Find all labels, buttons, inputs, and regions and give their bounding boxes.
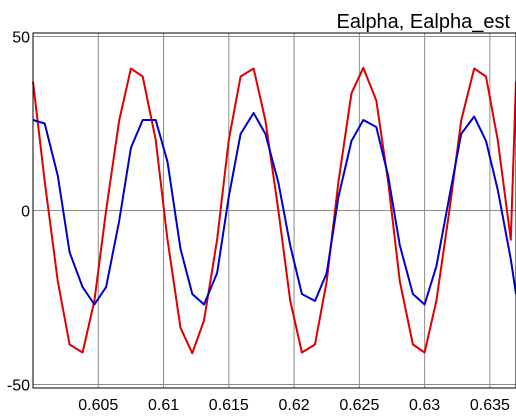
- series-layer: [32, 66, 516, 355]
- y-tick-label: 50: [12, 29, 30, 46]
- y-tick-label: -50: [7, 378, 30, 395]
- chart-title: Ealpha, Ealpha_est: [337, 11, 511, 33]
- x-tick-label: 0.615: [209, 397, 249, 414]
- x-tick-label: 0.635: [470, 397, 510, 414]
- series-line-blue: [32, 112, 516, 306]
- x-tick-label: 0.61: [148, 397, 179, 414]
- x-tick-label: 0.62: [279, 397, 310, 414]
- series-line-red: [32, 66, 516, 355]
- x-tick-label: 0.605: [78, 397, 118, 414]
- x-tick-label: 0.625: [339, 397, 379, 414]
- x-tick-label: 0.63: [409, 397, 440, 414]
- plot-frame: [32, 32, 516, 389]
- y-tick-label: 0: [21, 204, 30, 221]
- tick-labels: 0.605 0.61 0.615 0.62 0.625 0.63 0.635 50 0 -50: [7, 29, 510, 414]
